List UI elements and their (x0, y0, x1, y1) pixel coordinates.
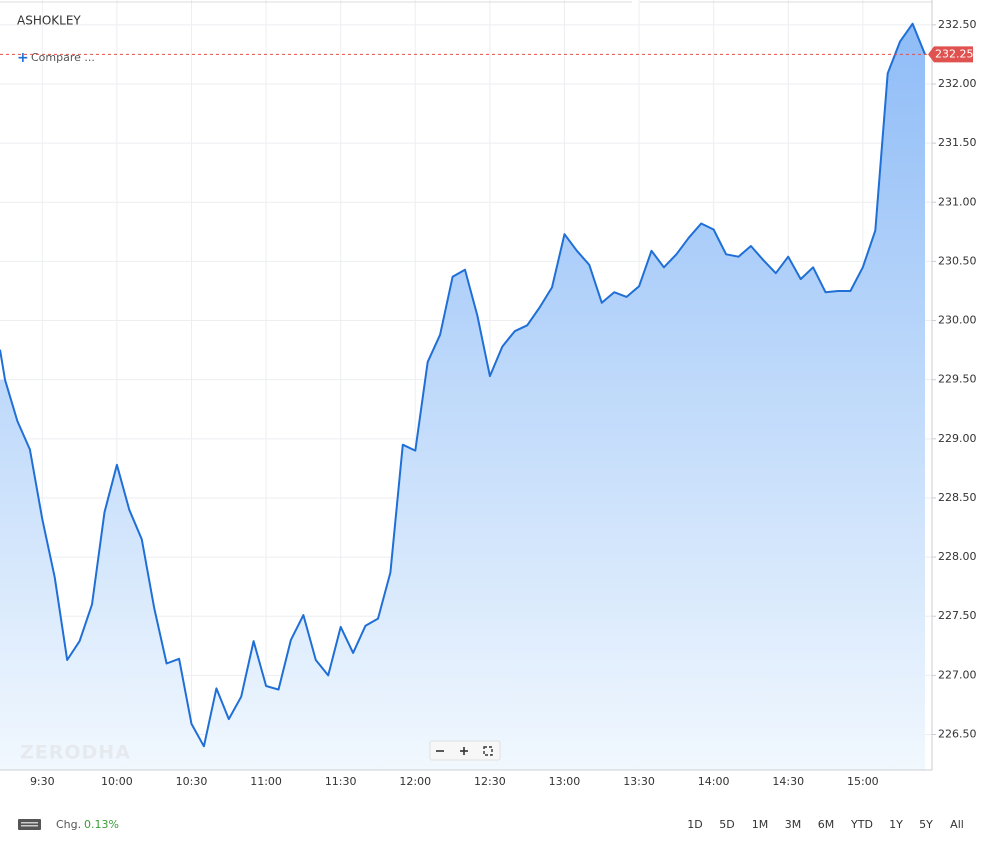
range-button[interactable]: 1Y (889, 818, 903, 831)
change-value: 0.13% (84, 818, 119, 831)
x-tick-label: 10:30 (176, 775, 208, 788)
y-tick-label: 227.50 (938, 609, 977, 622)
y-tick-label: 227.00 (938, 668, 977, 681)
x-tick-label: 12:00 (399, 775, 431, 788)
y-tick-label: 228.50 (938, 491, 977, 504)
compare-button[interactable]: Compare ... (31, 51, 95, 64)
fullscreen[interactable] (483, 746, 493, 756)
price-line (0, 22, 926, 748)
x-tick-label: 11:00 (250, 775, 282, 788)
x-tick-label: 13:00 (549, 775, 581, 788)
x-tick-label: 10:00 (101, 775, 133, 788)
range-button[interactable]: 3M (785, 818, 802, 831)
y-tick-label: 229.00 (938, 432, 977, 445)
keyboard-keys (21, 825, 38, 827)
range-button[interactable]: 5Y (919, 818, 933, 831)
x-tick-label: 12:30 (474, 775, 506, 788)
keyboard-keys (21, 822, 38, 824)
y-tick-label: 230.50 (938, 254, 977, 267)
area-fill (0, 23, 925, 770)
watermark: ZERODHA (20, 742, 131, 764)
change-label: Chg. (56, 818, 81, 831)
y-tick-label: 231.00 (938, 195, 977, 208)
chart-title: ASHOKLEY (17, 14, 81, 28)
y-tick-label: 232.50 (938, 18, 977, 31)
x-tick-label: 11:30 (325, 775, 357, 788)
x-tick-label: 14:30 (772, 775, 804, 788)
x-tick-label: 15:00 (847, 775, 879, 788)
y-tick-label: 228.00 (938, 550, 977, 563)
keyboard-body (18, 819, 41, 830)
x-tick-label: 9:30 (30, 775, 55, 788)
y-tick-label: 230.00 (938, 314, 977, 327)
x-tick-label: 13:30 (623, 775, 655, 788)
range-button[interactable]: YTD (850, 818, 873, 831)
y-tick-label: 229.50 (938, 373, 977, 386)
y-tick-label: 226.50 (938, 728, 977, 741)
zoom-controls (429, 740, 501, 761)
range-button[interactable]: 5D (719, 818, 734, 831)
compare-plus[interactable]: + (17, 50, 29, 66)
y-tick-label: 232.00 (938, 77, 977, 90)
range-button[interactable]: All (950, 818, 964, 831)
range-button[interactable]: 1M (752, 818, 769, 831)
y-tick-label: 231.50 (938, 136, 977, 149)
range-button[interactable]: 6M (818, 818, 835, 831)
range-button[interactable]: 1D (687, 818, 702, 831)
keyboard-icon[interactable] (18, 819, 41, 830)
current-price-label: 232.25 (935, 47, 974, 60)
current-price-tag (928, 46, 973, 63)
x-tick-label: 14:00 (698, 775, 730, 788)
